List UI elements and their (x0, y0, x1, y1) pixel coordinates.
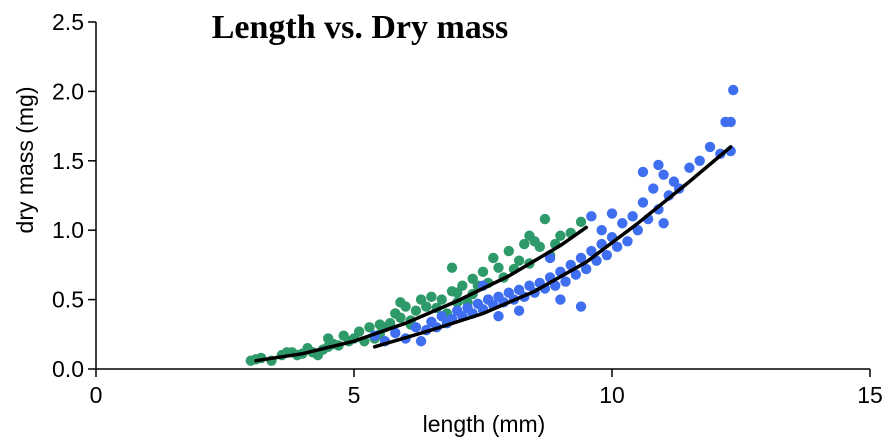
data-point (622, 236, 633, 247)
y-tick-label: 0.0 (52, 356, 84, 382)
data-point (617, 218, 628, 229)
data-point (560, 276, 571, 287)
data-point (390, 327, 401, 339)
data-point (421, 301, 432, 312)
data-point (606, 208, 618, 219)
fit-curve (372, 145, 733, 349)
data-point (704, 141, 716, 153)
chart-title: Length vs. Dry mass (212, 9, 509, 46)
data-point (410, 305, 422, 316)
y-tick-label: 1.0 (52, 217, 84, 243)
data-point (374, 319, 385, 330)
data-point (555, 230, 566, 241)
x-tick-label: 0 (90, 382, 103, 408)
data-point (653, 159, 664, 171)
data-point (586, 211, 597, 222)
data-point (658, 218, 669, 229)
x-tick-label: 15 (857, 382, 883, 408)
fit-curve (254, 225, 588, 363)
data-point (519, 238, 530, 250)
data-point (395, 297, 406, 308)
data-point (725, 116, 736, 128)
data-point (323, 333, 334, 344)
data-point (436, 294, 447, 305)
x-axis-label: length (mm) (423, 411, 546, 437)
data-point (601, 249, 613, 261)
data-point (586, 245, 597, 257)
data-point (684, 162, 695, 173)
y-tick-label: 0.5 (52, 287, 84, 313)
data-point (353, 326, 365, 337)
data-point (457, 280, 468, 291)
data-point (637, 197, 649, 208)
data-point (550, 280, 561, 291)
data-point (694, 155, 705, 166)
data-point (446, 262, 458, 273)
data-point (493, 311, 504, 322)
data-point (534, 241, 545, 253)
data-point (658, 169, 669, 180)
data-point (539, 213, 551, 225)
data-point (364, 322, 375, 333)
data-point (575, 216, 587, 228)
data-point (426, 291, 437, 303)
data-point (410, 322, 422, 333)
data-point (395, 312, 406, 323)
data-point (581, 263, 592, 275)
data-point (513, 255, 525, 266)
data-point (493, 262, 504, 273)
data-point (637, 166, 649, 178)
data-point (570, 269, 582, 280)
y-tick-label: 2.5 (52, 9, 84, 35)
data-point (555, 294, 566, 305)
data-point (648, 183, 659, 194)
y-tick-label: 1.5 (52, 148, 84, 174)
data-point (632, 225, 643, 236)
data-point (728, 84, 739, 96)
axes: 0.0 0.5 1.0 1.5 2.0 2.5 0 5 10 15 (52, 9, 883, 408)
data-point (488, 252, 499, 264)
data-point (513, 305, 525, 316)
data-point (477, 266, 489, 278)
data-point (596, 225, 607, 236)
x-tick-label: 5 (348, 382, 361, 408)
data-point (627, 211, 638, 222)
y-axis-label: dry mass (mg) (12, 87, 38, 234)
data-point (415, 336, 427, 347)
data-point (524, 230, 535, 241)
y-tick-label: 2.0 (52, 78, 84, 104)
data-point (544, 252, 556, 264)
fit-curves (254, 145, 733, 363)
data-point (611, 241, 623, 253)
data-points (245, 84, 739, 366)
data-point (575, 252, 587, 264)
data-point (503, 245, 514, 257)
data-point (384, 317, 396, 329)
data-point (575, 301, 587, 312)
x-tick-label: 10 (599, 382, 625, 408)
